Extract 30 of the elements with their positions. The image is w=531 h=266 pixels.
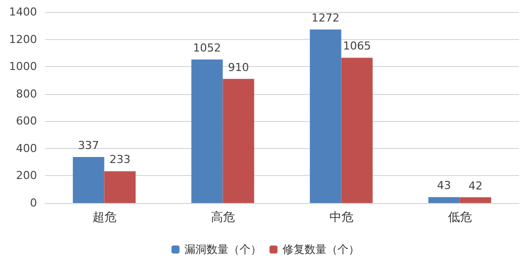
data-label: 337 xyxy=(78,139,100,152)
legend-label: 修复数量（个） xyxy=(282,243,360,256)
bar xyxy=(222,78,254,203)
x-tick-label: 中危 xyxy=(329,210,354,224)
y-tick-label: 0 xyxy=(30,196,37,210)
x-tick-label: 低危 xyxy=(448,210,472,224)
y-tick-label: 800 xyxy=(16,87,37,100)
data-label: 910 xyxy=(228,60,249,74)
data-label: 1272 xyxy=(312,11,340,24)
data-label: 1065 xyxy=(342,40,371,53)
data-label: 1052 xyxy=(193,41,222,54)
bar xyxy=(310,29,342,203)
bar xyxy=(341,58,373,203)
y-tick-label: 1000 xyxy=(9,60,37,74)
x-tick-label: 高危 xyxy=(210,210,235,224)
data-label: 42 xyxy=(468,179,482,192)
y-tick-label: 200 xyxy=(16,169,37,182)
bar xyxy=(104,171,136,203)
x-tick-label: 超危 xyxy=(92,210,116,224)
y-tick-label: 1400 xyxy=(9,6,37,18)
bar xyxy=(72,157,104,203)
bar xyxy=(428,197,460,203)
data-label: 233 xyxy=(109,153,130,166)
y-tick-label: 1200 xyxy=(9,32,37,46)
bar xyxy=(460,197,492,203)
data-label: 43 xyxy=(437,179,452,192)
legend-label: 漏洞数量（个） xyxy=(184,243,262,256)
bar xyxy=(191,59,223,203)
y-tick-label: 600 xyxy=(16,114,37,128)
y-tick-label: 400 xyxy=(16,142,37,155)
